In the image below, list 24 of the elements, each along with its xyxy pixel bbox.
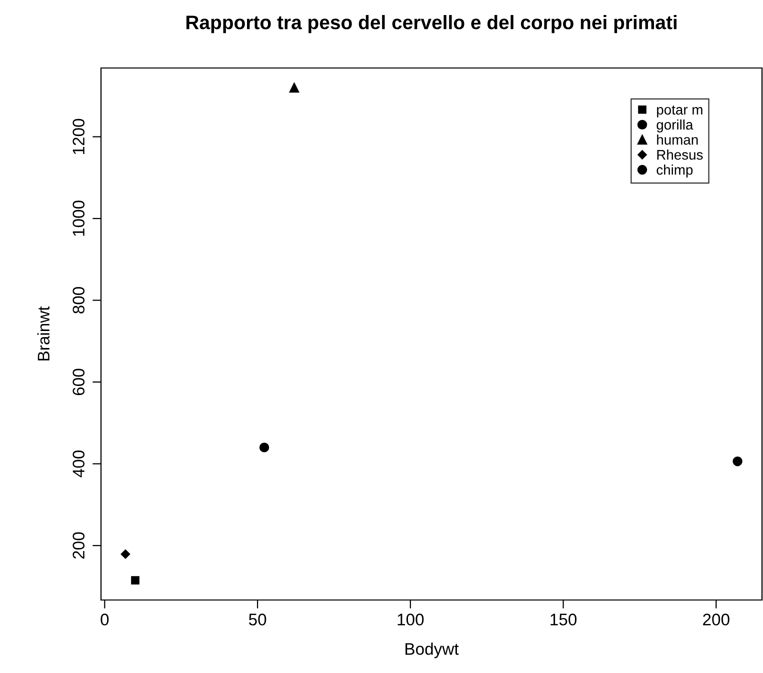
point <box>289 82 300 93</box>
point <box>259 442 270 452</box>
legend-label: potar m <box>657 106 702 118</box>
x-tick-label: 150 <box>550 614 577 626</box>
x-tick-label: 0 <box>100 614 109 626</box>
chart-title: Rapporto tra peso del cervello e del corpo nei primati <box>186 15 676 34</box>
x-axis-title: Bodywt <box>406 642 459 658</box>
x-tick-label: 100 <box>398 614 424 626</box>
y-axis-title: Brainwt <box>37 306 50 360</box>
x-tick-label: 200 <box>703 614 730 626</box>
legend-label: human <box>657 134 698 145</box>
y-tick-label: 200 <box>72 532 85 559</box>
y-tick-label: 600 <box>72 368 85 396</box>
point <box>732 456 742 466</box>
point <box>120 550 130 559</box>
legend-label: Rhesus <box>657 150 703 160</box>
y-tick-label: 1000 <box>72 200 85 236</box>
y-tick-label: 400 <box>72 450 85 478</box>
point <box>131 576 140 584</box>
y-tick-label: 800 <box>72 287 85 314</box>
legend-label: gorilla <box>656 119 694 132</box>
x-tick-label: 50 <box>248 614 266 626</box>
legend-label: chimp <box>656 164 693 178</box>
y-tick-label: 1200 <box>72 118 85 154</box>
